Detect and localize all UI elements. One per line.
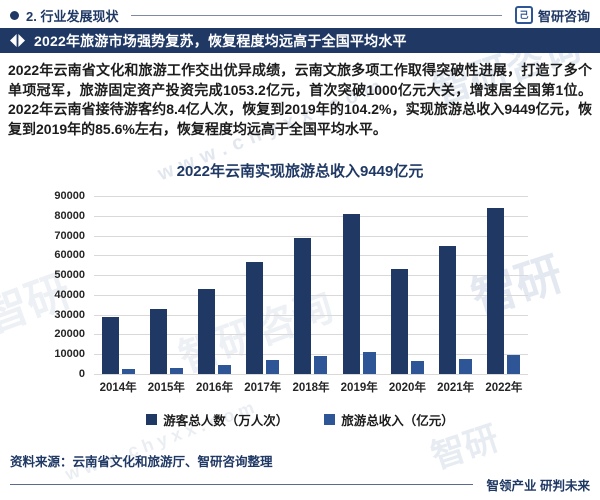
bar-group	[383, 196, 431, 374]
footer-divider	[10, 484, 473, 485]
bar-2016年-series-2	[218, 364, 232, 374]
y-tick-label: 30000	[54, 308, 85, 321]
legend-swatch	[324, 414, 336, 425]
x-axis-labels: 2014年 2015年 2016年 2017年 2018年 2019年 2020年 2021年…	[94, 379, 528, 395]
section-title: 2. 行业发展现状	[26, 8, 119, 24]
legend-item: 旅游总收入（亿元）	[324, 410, 454, 429]
bar-2019年-series-2	[362, 352, 376, 374]
x-tick-label: 2016年	[196, 382, 234, 394]
data-source: 资料来源：云南省文化和旅游厅、智研咨询整理	[10, 455, 273, 469]
bar-2018年-series-2	[314, 356, 328, 374]
x-tick-label: 2015年	[147, 382, 185, 394]
headline-text: 2022年旅游市场强势复苏，恢复程度均远高于全国平均水平	[34, 32, 407, 49]
bar-2019年-series-1	[342, 214, 360, 374]
y-tick-label: 0	[78, 368, 85, 380]
bars-container	[94, 196, 528, 374]
bar-2021年-series-1	[439, 246, 457, 374]
legend-item: 游客总人数（万人次）	[146, 410, 288, 429]
gridline	[94, 215, 528, 217]
bar-group	[432, 196, 480, 374]
x-tick-label: 2018年	[292, 382, 330, 394]
y-axis-labels: 90000 80000 70000 60000 50000 40000 30000 20000…	[0, 190, 94, 380]
bar-2021年-series-2	[459, 358, 473, 374]
bar-2016年-series-1	[198, 288, 216, 374]
gridline	[94, 374, 528, 375]
y-tick-label: 20000	[54, 328, 85, 341]
bar-2022年-series-1	[487, 207, 505, 374]
x-tick-label: 2014年	[99, 382, 137, 394]
x-tick-label: 2021年	[437, 382, 475, 394]
brand-slogan: 智领产业 研判未来	[486, 479, 590, 493]
bar-2020年-series-2	[410, 361, 424, 374]
y-tick-label: 40000	[54, 288, 85, 301]
bar-2017年-series-1	[246, 261, 264, 374]
bar-2020年-series-1	[390, 269, 408, 374]
chart-legend: 游客总人数（万人次） 旅游总收入（亿元）	[0, 410, 600, 429]
bar-2014年-series-1	[101, 317, 119, 374]
x-tick-label: 2022年	[485, 382, 523, 394]
diamond-icon	[10, 34, 25, 47]
bar-group	[335, 196, 383, 374]
y-tick-label: 10000	[54, 348, 85, 361]
brand-logo: 己 智研咨询	[514, 6, 590, 25]
bar-group	[480, 196, 528, 374]
bar-group	[287, 196, 335, 374]
body-paragraph: 2022年云南省文化和旅游工作交出优异成绩，云南文旅多项工作取得突破性进展，打造…	[8, 62, 592, 137]
brand-name: 智研咨询	[537, 8, 590, 24]
y-tick-label: 90000	[54, 190, 85, 202]
bar-2017年-series-2	[266, 360, 280, 374]
bullet-icon	[10, 10, 19, 20]
page-footer: 资料来源：云南省文化和旅游厅、智研咨询整理 智领产业 研判未来	[0, 451, 600, 494]
y-tick-label: 60000	[54, 249, 85, 262]
page-header: 2. 行业发展现状 己 智研咨询	[0, 0, 600, 28]
legend-label: 旅游总收入（亿元）	[341, 414, 454, 428]
bar-chart: 90000 80000 70000 60000 50000 40000 30000 20000…	[0, 190, 600, 380]
bar-group	[239, 196, 287, 374]
bar-2015年-series-2	[169, 367, 183, 374]
legend-label: 游客总人数（万人次）	[163, 414, 289, 428]
chart-title: 2022年云南实现旅游总收入9449亿元	[176, 163, 424, 180]
brand-logo-icon: 己	[514, 6, 533, 24]
y-tick-label: 80000	[54, 209, 85, 222]
gridline	[94, 196, 528, 197]
headline-banner: 2022年旅游市场强势复苏，恢复程度均远高于全国平均水平	[0, 28, 600, 53]
legend-swatch	[146, 414, 158, 425]
bar-2018年-series-1	[294, 237, 312, 374]
header-divider	[131, 14, 502, 16]
bar-group	[94, 196, 142, 374]
plot-area	[94, 196, 528, 375]
bar-group	[142, 196, 190, 374]
x-tick-label: 2017年	[244, 382, 282, 394]
x-tick-label: 2019年	[340, 382, 378, 394]
bar-group	[190, 196, 238, 374]
bar-2015年-series-1	[149, 308, 167, 374]
x-tick-label: 2020年	[388, 382, 426, 394]
y-tick-label: 70000	[54, 229, 85, 242]
gridline	[94, 235, 528, 237]
bar-2014年-series-2	[121, 368, 135, 374]
bar-2022年-series-2	[507, 355, 521, 374]
y-tick-label: 50000	[54, 269, 85, 282]
